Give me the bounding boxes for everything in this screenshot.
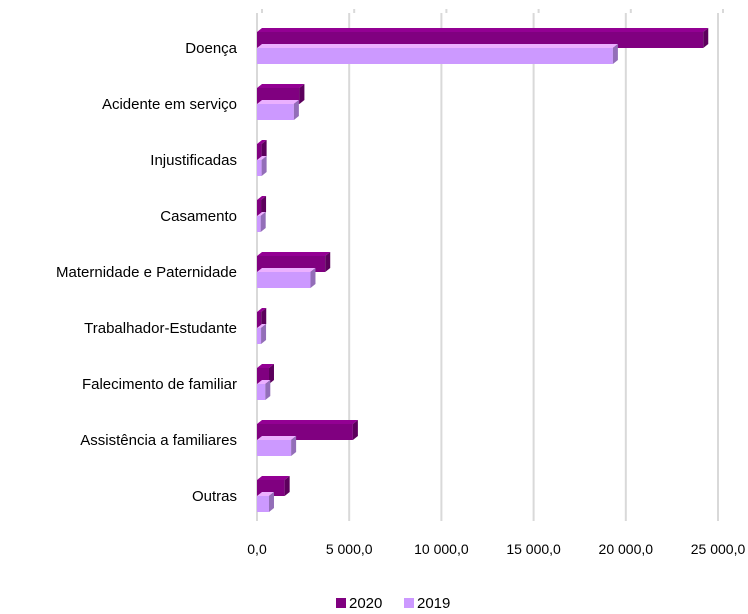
x-tick-label: 20 000,0 bbox=[599, 541, 654, 557]
bar-top-face bbox=[257, 308, 267, 312]
category-labels: Doença Acidente em serviço Injustificadas C… bbox=[56, 40, 238, 505]
bar-side-face bbox=[293, 100, 299, 120]
bar-2019 bbox=[257, 44, 618, 64]
bar-front-face bbox=[257, 200, 262, 216]
bar-side-face bbox=[268, 364, 274, 384]
bar-side-face bbox=[299, 84, 305, 104]
bar-front-face bbox=[257, 48, 613, 64]
bar-front-face bbox=[257, 496, 269, 512]
category-label: Doença bbox=[185, 40, 237, 57]
x-tick-labels: 0,0 5 000,0 10 000,0 15 000,0 20 000,0 25 000… bbox=[247, 541, 745, 557]
bar-side-face bbox=[284, 476, 290, 496]
bar-front-face bbox=[257, 328, 262, 344]
bar-front-face bbox=[257, 160, 262, 176]
bar-2019 bbox=[257, 156, 267, 176]
bar-top-face bbox=[257, 420, 358, 424]
bar-2020 bbox=[257, 364, 274, 384]
category-label: Falecimento de familiar bbox=[82, 376, 237, 393]
bar-side-face bbox=[261, 196, 267, 216]
bar-side-face bbox=[325, 252, 331, 272]
bar-front-face bbox=[257, 144, 262, 160]
bar-top-face bbox=[257, 492, 274, 496]
bar-front-face bbox=[257, 272, 311, 288]
bar-front-face bbox=[257, 440, 292, 456]
bar-2020 bbox=[257, 140, 267, 160]
bar-side-face bbox=[291, 436, 297, 456]
bar-side-face bbox=[260, 212, 266, 232]
bar-side-face bbox=[261, 324, 267, 344]
x-tick-label: 15 000,0 bbox=[506, 541, 561, 557]
bar-side-face bbox=[261, 140, 267, 160]
x-tick-label: 5 000,0 bbox=[326, 541, 373, 557]
bar-2019 bbox=[257, 324, 267, 344]
legend-label-2019: 2019 bbox=[417, 595, 450, 612]
bar-side-face bbox=[612, 44, 618, 64]
bar-series bbox=[257, 28, 709, 512]
legend-swatch-2019 bbox=[404, 598, 414, 608]
bar-top-face bbox=[257, 28, 709, 32]
bar-top-face bbox=[257, 140, 267, 144]
bar-top-face bbox=[257, 196, 267, 200]
category-label: Trabalhador-Estudante bbox=[84, 320, 237, 337]
bar-side-face bbox=[310, 268, 316, 288]
bar-2020 bbox=[257, 308, 267, 328]
x-tick-label: 25 000,0 bbox=[691, 541, 746, 557]
bar-side-face bbox=[265, 380, 271, 400]
bar-top-face bbox=[257, 212, 266, 216]
bar-top-face bbox=[257, 476, 290, 480]
bar-front-face bbox=[257, 312, 262, 328]
bar-top-face bbox=[257, 324, 267, 328]
bar-top-face bbox=[257, 156, 267, 160]
bar-2019 bbox=[257, 380, 271, 400]
legend: 2020 2019 bbox=[336, 595, 450, 612]
bar-top-face bbox=[257, 44, 618, 48]
bar-side-face bbox=[261, 156, 267, 176]
x-tick-label: 10 000,0 bbox=[414, 541, 469, 557]
bar-side-face bbox=[261, 308, 267, 328]
bar-top-face bbox=[257, 252, 331, 256]
x-tick-label: 0,0 bbox=[247, 541, 267, 557]
bar-2020 bbox=[257, 196, 267, 216]
bar-2019 bbox=[257, 268, 316, 288]
category-label: Acidente em serviço bbox=[102, 96, 237, 113]
bar-front-face bbox=[257, 368, 269, 384]
bar-top-face bbox=[257, 84, 305, 88]
gridlines bbox=[256, 9, 724, 521]
bar-2019 bbox=[257, 100, 299, 120]
legend-swatch-2020 bbox=[336, 598, 346, 608]
legend-label-2020: 2020 bbox=[349, 595, 382, 612]
category-label: Injustificadas bbox=[150, 152, 237, 169]
bar-2019 bbox=[257, 436, 297, 456]
category-label: Outras bbox=[192, 488, 237, 505]
bar-top-face bbox=[257, 100, 299, 104]
bar-side-face bbox=[703, 28, 709, 48]
bar-2019 bbox=[257, 492, 274, 512]
bar-top-face bbox=[257, 364, 274, 368]
bar-2019 bbox=[257, 212, 266, 232]
bar-front-face bbox=[257, 216, 261, 232]
bar-top-face bbox=[257, 436, 297, 440]
category-label: Casamento bbox=[160, 208, 237, 225]
category-label: Assistência a familiares bbox=[80, 432, 237, 449]
bar-front-face bbox=[257, 104, 294, 120]
bar-side-face bbox=[268, 492, 274, 512]
bar-top-face bbox=[257, 380, 271, 384]
bar-top-face bbox=[257, 268, 316, 272]
category-label: Maternidade e Paternidade bbox=[56, 264, 237, 281]
bar-side-face bbox=[352, 420, 358, 440]
bar-front-face bbox=[257, 384, 266, 400]
